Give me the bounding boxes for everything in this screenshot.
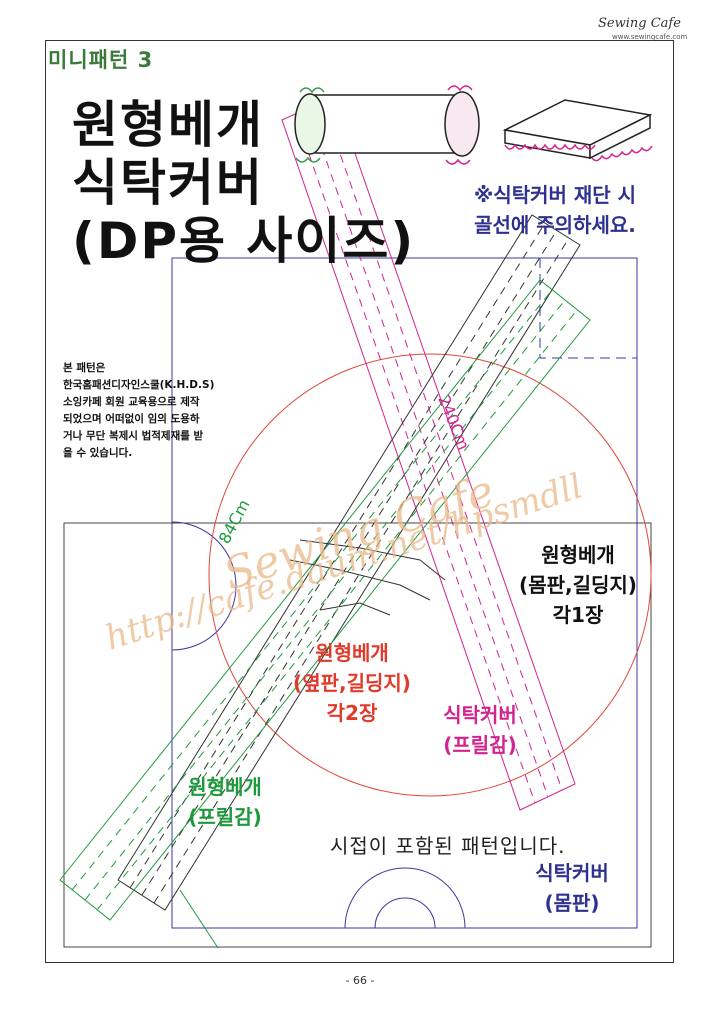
cutting-notice-line2: 골선에 주의하세요. [474, 213, 636, 237]
label-line: 식탁커버 [443, 703, 517, 727]
label-table-cover-body: 식탁커버 (몸판) [497, 858, 647, 918]
label-line: 원형베개 [315, 641, 389, 665]
copyright-line: 을 수 있습니다. [63, 447, 133, 459]
bottom-inner-semicircle [374, 897, 436, 929]
copyright-line: 한국홈패션디자인스쿨(K.H.D.S) [63, 379, 215, 391]
main-title-line3: (DP용 사이즈) [72, 212, 416, 270]
round-pillow-illustration [294, 85, 480, 165]
label-line: 식탁커버 [535, 861, 609, 885]
pillow-side-circle [208, 353, 652, 797]
copyright-notice: 본 패턴은 한국홈패션디자인스쿨(K.H.D.S) 소잉카페 회원 교육용으로 … [63, 360, 253, 462]
main-title-line1: 원형베개 [72, 96, 264, 154]
label-table-cover-frill: 식탁커버 (프릴감) [405, 700, 555, 760]
label-round-pillow-side: 원형베개 (옆판,길딩지) 각2장 [262, 638, 442, 728]
table-cover-illustration [502, 99, 653, 162]
copyright-line: 소잉카페 회원 교육용으로 제작 [63, 396, 200, 408]
pillow-body-outline [63, 522, 652, 948]
pillow-frill-strip [59, 279, 591, 949]
label-line: 각2장 [326, 701, 378, 725]
label-line: (프릴감) [188, 805, 262, 829]
label-line: 원형베개 [541, 543, 615, 567]
label-line: (프릴감) [443, 733, 517, 757]
page-number: - 66 - [345, 974, 375, 987]
label-line: (몸판) [544, 891, 600, 915]
table-cover-body-outline [171, 257, 638, 929]
label-line: 각1장 [552, 603, 604, 627]
brand-url: www.sewingcafe.com [612, 33, 688, 41]
label-round-pillow-body: 원형베개 (몸판,길딩지) 각1장 [478, 540, 678, 630]
table-cover-fold-line [539, 258, 637, 359]
left-semicircle [171, 521, 237, 651]
label-round-pillow-frill: 원형베개 (프릴감) [160, 772, 290, 832]
pillow-side-strip [117, 214, 581, 911]
label-line: (옆판,길딩지) [293, 671, 411, 695]
bottom-semicircle [344, 867, 466, 929]
main-title-line2: 식탁커버 [72, 154, 264, 212]
seam-allowance-note: 시접이 포함된 패턴입니다. [330, 834, 566, 858]
brand-logo: Sewing Cafe [598, 16, 681, 31]
notch-marks [289, 539, 446, 616]
cutting-notice: ※식탁커버 재단 시 골선에 주의하세요. [420, 180, 690, 240]
series-title: 미니패턴 3 [48, 48, 154, 72]
label-line: 원형베개 [188, 775, 262, 799]
cutting-notice-line1: ※식탁커버 재단 시 [473, 183, 637, 207]
label-line: (몸판,길딩지) [519, 573, 637, 597]
copyright-line: 거나 무단 복제시 법적제재를 받 [63, 430, 204, 442]
copyright-line: 되었으며 어떠없이 임의 도용하 [63, 413, 200, 425]
copyright-line: 본 패턴은 [63, 362, 106, 374]
page-frame [45, 40, 674, 963]
